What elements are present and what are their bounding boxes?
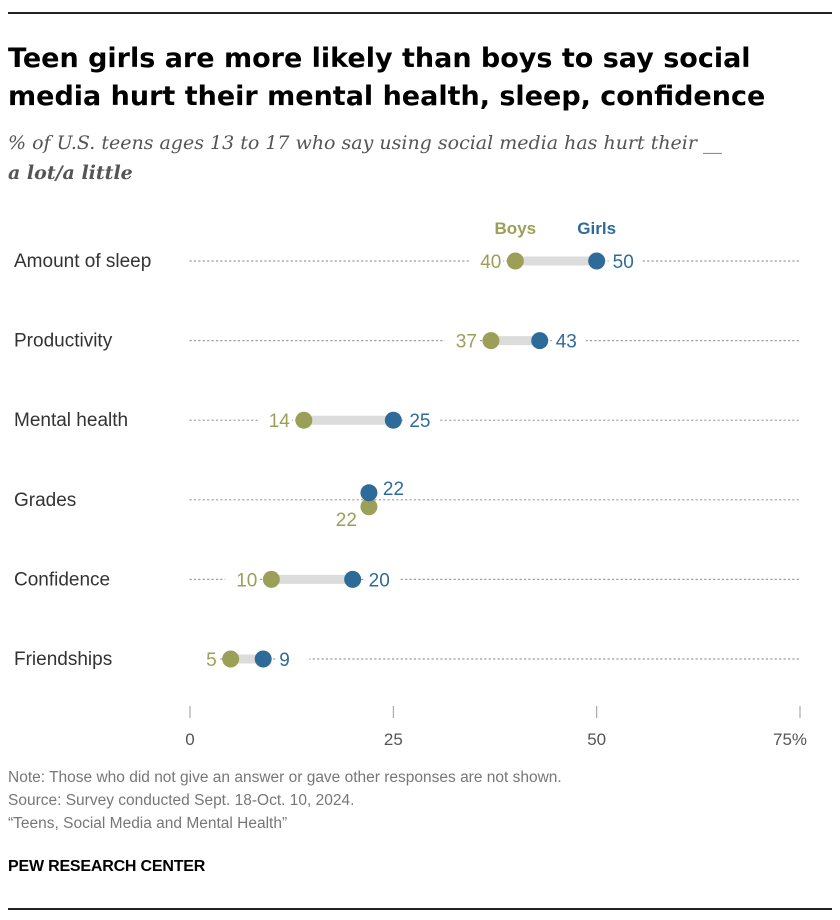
girls-value-label: 20	[369, 570, 390, 591]
girls-dot	[531, 332, 549, 350]
legend-boys: Boys	[495, 219, 537, 238]
girls-dot	[384, 411, 402, 429]
boys-value-label: 14	[269, 411, 291, 432]
girls-value-label: 9	[279, 650, 290, 671]
boys-label-mask	[225, 566, 260, 593]
category-label: Friendships	[14, 649, 112, 670]
category-label: Amount of sleep	[14, 251, 151, 272]
girls-value-label: 43	[556, 332, 577, 353]
boys-dot	[262, 570, 280, 588]
girls-label-mask	[275, 646, 310, 672]
girls-label-mask	[405, 407, 440, 434]
boys-dot	[295, 411, 313, 429]
bottom-rule	[8, 908, 832, 910]
girls-label-mask	[364, 566, 399, 593]
boys-label-mask	[444, 327, 479, 354]
boys-value-label: 37	[456, 332, 477, 353]
boys-label-mask	[257, 407, 292, 434]
girls-value-label: 25	[409, 411, 430, 432]
girls-dot	[254, 650, 272, 668]
category-label: Productivity	[14, 331, 113, 352]
boys-value-label: 10	[236, 570, 257, 591]
boys-label-mask	[184, 646, 219, 672]
girls-value-label: 50	[613, 252, 634, 273]
boys-dot	[222, 650, 240, 668]
brand-logo-text: PEW RESEARCH CENTER	[8, 858, 206, 875]
boys-dot	[506, 252, 524, 270]
footer-report: “Teens, Social Media and Mental Health”	[8, 815, 288, 832]
footer-source: Source: Survey conducted Sept. 18-Oct. 1…	[8, 792, 355, 809]
x-tick-label: 0	[185, 730, 194, 749]
girls-value-label: 22	[383, 479, 404, 500]
subtitle-lead: % of U.S. teens ages 13 to 17 who say us…	[8, 132, 723, 154]
legend-girls: Girls	[577, 219, 616, 238]
girls-label-mask	[551, 327, 586, 354]
category-label: Grades	[14, 490, 76, 511]
category-label: Confidence	[14, 569, 110, 590]
x-tick-label: 50	[587, 730, 606, 749]
x-tick-label: 75%	[773, 730, 807, 749]
boys-value-label: 22	[336, 510, 357, 531]
girls-label-mask	[608, 248, 643, 274]
subtitle-emphasis: a lot/a little	[8, 162, 133, 184]
chart-title: Teen girls are more likely than boys to …	[8, 43, 766, 112]
category-label: Mental health	[14, 410, 128, 431]
boys-dot	[360, 498, 378, 516]
top-rule	[8, 12, 832, 14]
footer-note: Note: Those who did not give an answer o…	[8, 769, 562, 786]
boys-dot	[482, 332, 500, 350]
girls-dot	[588, 252, 606, 270]
x-tick-label: 25	[384, 730, 403, 749]
chart-subtitle: % of U.S. teens ages 13 to 17 who say us…	[8, 128, 828, 188]
girls-dot	[360, 484, 378, 502]
chart-footer: Note: Those who did not give an answer o…	[8, 766, 828, 835]
boys-value-label: 40	[480, 252, 501, 273]
boys-label-mask	[469, 248, 504, 274]
boys-value-label: 5	[206, 650, 217, 671]
girls-dot	[344, 570, 362, 588]
